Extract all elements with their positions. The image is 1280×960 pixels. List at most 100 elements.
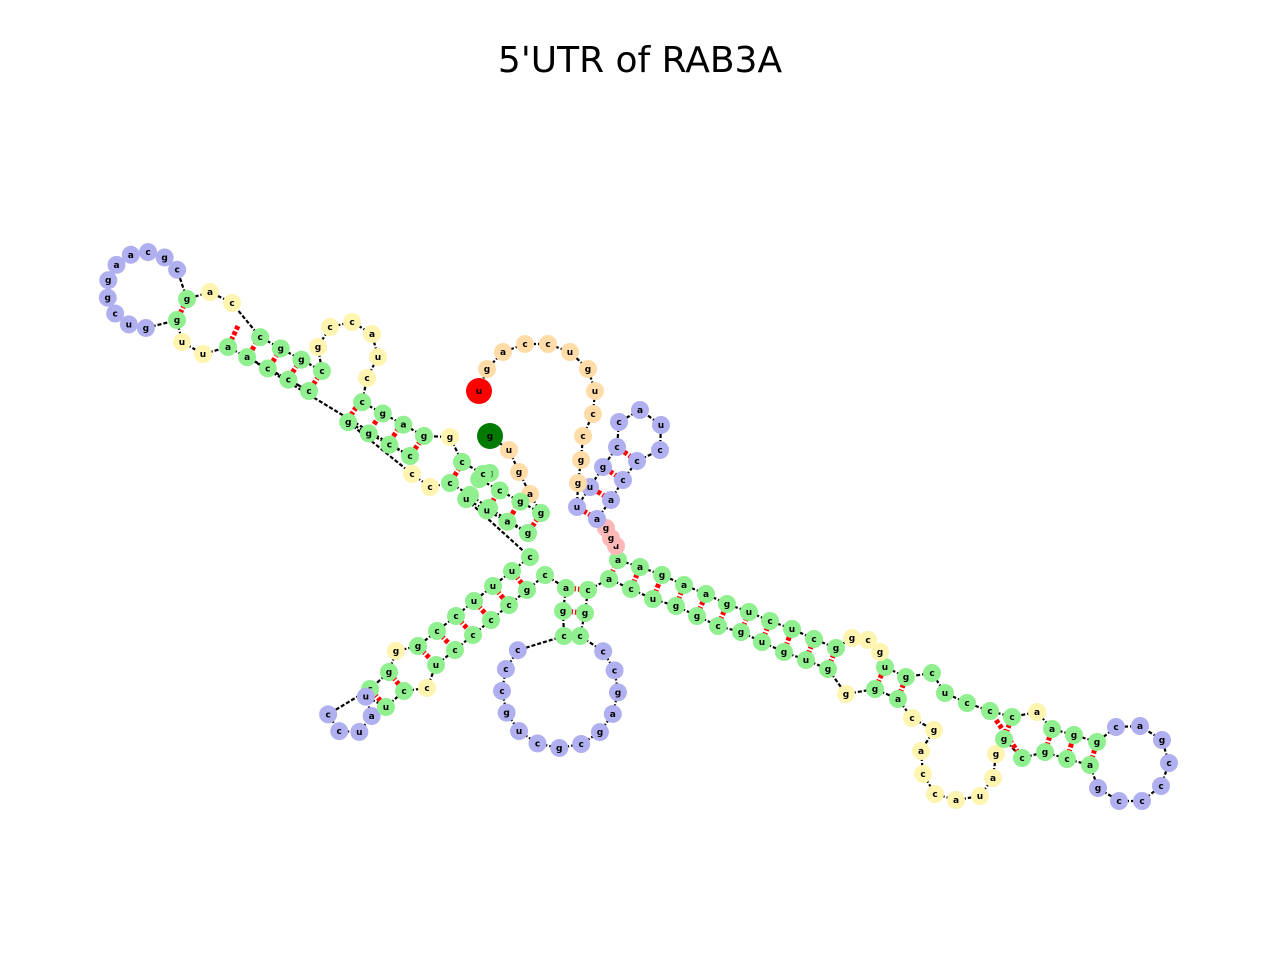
nucleotide-disc bbox=[584, 405, 602, 423]
nucleotide-disc bbox=[201, 283, 219, 301]
nucleotide-disc bbox=[107, 255, 126, 274]
nucleotide: g bbox=[532, 504, 550, 522]
nucleotide-letter: g bbox=[105, 294, 111, 304]
nucleotide-disc bbox=[876, 658, 894, 676]
nucleotide: g bbox=[590, 723, 609, 742]
nucleotide: c bbox=[914, 765, 932, 783]
nucleotide-letter: c bbox=[453, 612, 458, 622]
nucleotide-disc bbox=[783, 620, 801, 638]
nucleotide: a bbox=[631, 401, 649, 419]
nucleotide: c bbox=[628, 452, 646, 470]
nucleotide-letter: u bbox=[658, 421, 664, 431]
nucleotide-letter: u bbox=[587, 483, 593, 493]
backbone-link bbox=[347, 421, 413, 475]
nucleotide-disc bbox=[569, 474, 587, 492]
nucleotide: g bbox=[155, 248, 174, 267]
nucleotide-letter: u bbox=[506, 446, 512, 456]
nucleotide: c bbox=[279, 370, 298, 389]
nucleotide-disc bbox=[380, 435, 399, 454]
nucleotide: g bbox=[1153, 731, 1171, 749]
nucleotide-letter: g bbox=[585, 365, 591, 375]
nucleotide: g bbox=[1036, 743, 1054, 761]
nucleotide: g bbox=[373, 404, 392, 423]
nucleotide-disc bbox=[603, 704, 622, 723]
nucleotide-disc bbox=[466, 378, 492, 404]
nucleotide-disc bbox=[871, 643, 889, 661]
nucleotide-disc bbox=[532, 504, 550, 522]
nucleotide-letter: g bbox=[1159, 736, 1165, 746]
nucleotide-letter: a bbox=[527, 490, 533, 500]
nucleotide: c bbox=[447, 607, 465, 625]
nucleotide-disc bbox=[309, 338, 327, 356]
nucleotide: c bbox=[981, 702, 999, 720]
nucleotide-letter: a bbox=[990, 774, 996, 784]
nucleotide-disc bbox=[539, 335, 557, 353]
nucleotide: c bbox=[168, 260, 187, 279]
nucleotide: u bbox=[797, 651, 815, 669]
nucleotide: u bbox=[119, 315, 138, 334]
nucleotide: c bbox=[403, 465, 421, 483]
nucleotide: c bbox=[258, 359, 277, 378]
nucleotide-disc bbox=[136, 318, 155, 337]
nucleotide: g bbox=[309, 338, 327, 356]
nucleotide-disc bbox=[394, 415, 413, 434]
nucleotide: c bbox=[474, 465, 492, 483]
nucleotide-disc bbox=[1133, 792, 1151, 810]
nucleotide-disc bbox=[697, 585, 715, 603]
nucleotide-letter: c bbox=[306, 387, 311, 397]
nucleotide-disc bbox=[971, 787, 989, 805]
nucleotide: a bbox=[631, 558, 649, 576]
nucleotide: c bbox=[605, 661, 624, 680]
nucleotide-letter: c bbox=[265, 364, 270, 374]
nucleotide: u bbox=[971, 787, 989, 805]
nucleotide-disc bbox=[555, 627, 573, 645]
nucleotide-disc bbox=[409, 637, 427, 655]
nucleotide-disc bbox=[373, 404, 392, 423]
nucleotide: g bbox=[987, 745, 1005, 763]
nucleotide: u bbox=[876, 658, 894, 676]
nucleotide-disc bbox=[446, 641, 464, 659]
nucleotide-disc bbox=[500, 596, 518, 614]
nucleotide-letter: c bbox=[470, 631, 475, 641]
nucleotide-letter: c bbox=[364, 374, 369, 384]
nucleotide-disc bbox=[995, 730, 1013, 748]
nucleotide: u bbox=[503, 562, 521, 580]
nucleotide-letter: c bbox=[590, 410, 595, 420]
nucleotide-letter: c bbox=[1064, 755, 1069, 765]
nucleotide-letter: c bbox=[319, 367, 324, 377]
nucleotide: c bbox=[358, 369, 376, 387]
nucleotide-letter: c bbox=[634, 457, 639, 467]
nucleotide-letter: a bbox=[1087, 761, 1093, 771]
nucleotide-letter: a bbox=[400, 421, 406, 431]
nucleotide-letter: c bbox=[349, 318, 354, 328]
nucleotide: u bbox=[356, 687, 375, 706]
nucleotide-letter: g bbox=[578, 456, 584, 466]
nucleotide-letter: g bbox=[833, 644, 839, 654]
nucleotide: a bbox=[238, 348, 257, 367]
nucleotide-disc bbox=[494, 343, 512, 361]
nucleotide-letter: u bbox=[592, 387, 598, 397]
nucleotide: a bbox=[498, 512, 517, 531]
nucleotide-letter: g bbox=[575, 479, 581, 489]
nucleotide: c bbox=[401, 447, 419, 465]
nucleotide: c bbox=[958, 694, 976, 712]
nucleotide-disc bbox=[925, 721, 943, 739]
nucleotide: c bbox=[508, 641, 527, 660]
nucleotide: c bbox=[614, 471, 632, 489]
nucleotide-letter: a bbox=[918, 747, 924, 757]
nucleotide-letter: c bbox=[257, 333, 262, 343]
nucleotide: a bbox=[889, 690, 907, 708]
backbone-link bbox=[579, 635, 604, 653]
nucleotide-letter: g bbox=[538, 509, 544, 519]
nucleotide-letter: u bbox=[882, 663, 888, 673]
nucleotide-letter: c bbox=[601, 647, 606, 657]
nucleotide: c bbox=[446, 641, 464, 659]
nucleotide-disc bbox=[576, 604, 594, 622]
nucleotide-disc bbox=[843, 629, 861, 647]
nucleotide-letter: a bbox=[637, 406, 643, 416]
nucleotide: u bbox=[477, 501, 496, 520]
nucleotide-disc bbox=[464, 626, 482, 644]
nucleotide-letter: c bbox=[145, 248, 150, 258]
nucleotide: u bbox=[500, 441, 518, 459]
nucleotide-letter: c bbox=[497, 486, 502, 496]
